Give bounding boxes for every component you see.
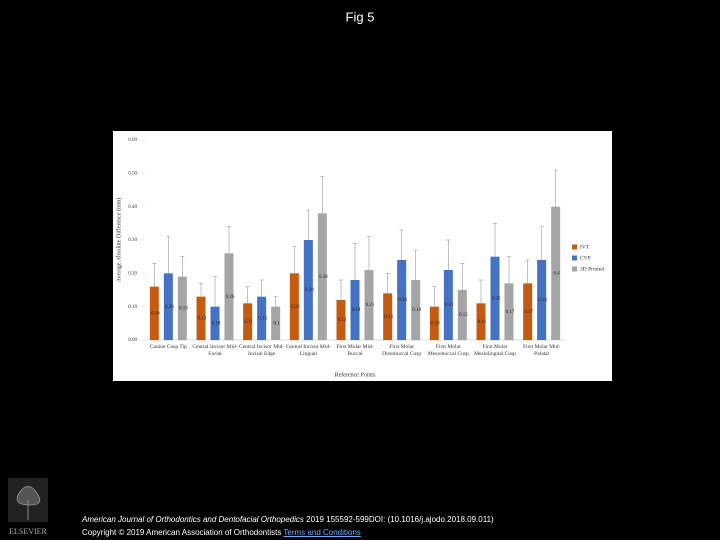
data-label: 0.12 — [338, 318, 347, 323]
y-tick-label: 0.10 — [128, 305, 137, 310]
data-label: 0.30 — [305, 288, 314, 293]
y-tick-label: 0.60 — [128, 138, 137, 143]
x-tick-label: Central Incisor Mid-Lingual — [285, 344, 331, 357]
bar — [383, 293, 393, 340]
legend-swatch — [572, 266, 577, 272]
data-label: 0.13 — [198, 316, 207, 321]
legend-label: 3D Printed — [580, 266, 604, 272]
data-label: 0.38 — [319, 275, 328, 280]
slide-title: Fig 5 — [346, 9, 375, 24]
data-label: 0.19 — [179, 306, 188, 311]
data-label: 0.26 — [226, 295, 235, 300]
bar — [443, 270, 453, 340]
data-label: 0.21 — [445, 303, 454, 308]
data-label: 0.17 — [524, 310, 533, 315]
x-tick-label: First Molar Mid-Buccal — [336, 344, 374, 357]
x-tick-label: First Molar Mesiolingual Cusp — [474, 344, 516, 357]
bar — [317, 213, 327, 340]
bar — [429, 306, 439, 340]
data-label: 0.14 — [384, 315, 393, 320]
data-label: 0.17 — [506, 310, 515, 315]
bar — [397, 260, 407, 340]
data-label: 0.10 — [212, 321, 221, 326]
data-label: 0.11 — [244, 320, 253, 325]
y-tick-label: 0.40 — [128, 205, 137, 210]
bar — [289, 273, 299, 340]
x-axis-title: Reference Points — [335, 371, 376, 378]
x-tick-label: First Molar Mesiobuccal Cusp — [427, 344, 469, 357]
bar — [210, 306, 220, 340]
copyright-line: Copyright © 2019 American Association of… — [82, 528, 361, 537]
x-tick-label: Canine Cusp Tip — [149, 344, 187, 350]
bar — [350, 280, 360, 340]
copyright: Copyright © 2019 American Association of… — [82, 528, 282, 537]
terms-link[interactable]: Terms and Conditions — [283, 528, 361, 537]
y-tick-label: 0.50 — [128, 171, 137, 176]
data-label: 0.15 — [459, 313, 468, 318]
legend-swatch — [572, 255, 577, 261]
legend-label: CVP — [580, 255, 591, 261]
y-tick-label: 0.30 — [128, 238, 137, 243]
bar — [551, 206, 561, 340]
data-label: 0.13 — [258, 316, 267, 321]
x-tick-label: First Molar Mid-Palatal — [523, 344, 561, 357]
data-label: 0.21 — [366, 303, 375, 308]
bar — [504, 283, 514, 340]
data-label: 0.4 — [554, 271, 561, 276]
bar — [457, 290, 467, 340]
bar — [303, 240, 313, 340]
bar — [257, 296, 267, 340]
data-label: 0.20 — [291, 305, 300, 310]
x-tick-label: Central Incisor Mid-Incisal Edge — [239, 344, 285, 357]
y-tick-label: 0.20 — [128, 271, 137, 276]
bar — [336, 300, 346, 340]
bar — [163, 273, 173, 340]
citation-details: 2019 155592-599DOI: (10.1016/j.ajodo.201… — [306, 515, 494, 524]
y-tick-label: 0.00 — [128, 338, 137, 343]
bar — [196, 296, 206, 340]
data-label: 0.24 — [398, 298, 407, 303]
bar — [271, 306, 281, 340]
data-label: 0.10 — [431, 321, 440, 326]
logo-text: ELSEVIER — [9, 527, 47, 536]
data-label: 0.1 — [274, 321, 281, 326]
y-axis-title: Average Absolute Difference (mm) — [115, 198, 122, 283]
data-label: 0.24 — [538, 298, 547, 303]
bar — [364, 270, 374, 340]
legend-label: IVT — [580, 244, 590, 250]
data-label: 0.18 — [352, 308, 361, 313]
x-tick-label: Central Incisor Mid-Facial — [192, 344, 238, 357]
x-tick-label: First Molar Distobuccal Cusp — [382, 344, 422, 357]
legend-swatch — [572, 244, 577, 250]
bar — [537, 260, 547, 340]
bar — [411, 280, 421, 340]
bar — [177, 276, 187, 340]
data-label: 0.11 — [478, 320, 487, 325]
bar — [523, 283, 533, 340]
data-label: 0.25 — [492, 296, 501, 301]
bar — [476, 303, 486, 340]
bar — [224, 253, 234, 340]
bar — [243, 303, 253, 340]
data-label: 0.18 — [412, 308, 421, 313]
citation: American Journal of Orthodontics and Den… — [82, 515, 494, 524]
journal-name: American Journal of Orthodontics and Den… — [82, 515, 304, 524]
bar — [490, 256, 500, 340]
elsevier-logo — [8, 478, 48, 522]
bar — [149, 286, 159, 340]
data-label: 0.20 — [165, 305, 174, 310]
data-label: 0.16 — [151, 311, 160, 316]
